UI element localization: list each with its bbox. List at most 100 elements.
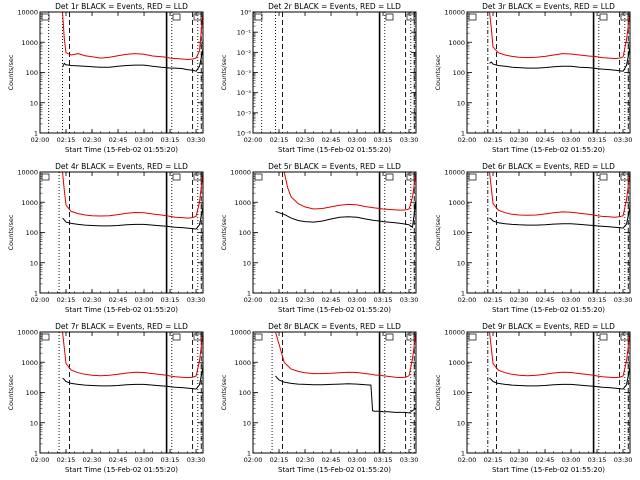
state-marker [599,13,608,21]
x-axis-label: Start Time (15-Feb-02 01:55:20) [492,466,605,474]
y-tick-label: 1000 [21,39,38,47]
state-marker [41,13,50,21]
y-tick-label: 10⁻⁴ [237,89,252,97]
panel-title: Det 3r BLACK = Events, RED = LLD [482,2,615,11]
y-tick-label: 10000 [444,9,465,17]
x-tick-label: 02:00 [244,456,263,464]
panel-title: Det 6r BLACK = Events, RED = LLD [482,162,615,171]
x-axis-label: Start Time (15-Feb-02 01:55:20) [492,146,605,154]
x-tick-label: 03:15 [374,456,393,464]
x-axis-label: Start Time (15-Feb-02 01:55:20) [278,146,391,154]
y-tick-label: 10 [30,99,38,107]
x-axis-label: Start Time (15-Feb-02 01:55:20) [278,306,391,314]
x-tick-label: 02:00 [31,136,50,144]
y-axis-label: Counts/sec [434,54,442,90]
y-tick-label: 10⁰ [240,9,251,17]
state-marker [385,333,394,341]
plot-frame [466,11,631,134]
panel-det-7: Det 7r BLACK = Events, RED = LLD Counts/s… [7,322,205,474]
x-tick-label: 02:30 [296,296,315,304]
y-tick-label: 100 [26,229,38,237]
x-tick-label: 03:00 [348,296,367,304]
x-tick-label: 02:15 [484,456,503,464]
y-axis-label: Counts/sec [7,214,15,250]
series-lld-line [62,172,203,219]
y-tick-label: 1000 [448,39,465,47]
state-marker [620,173,629,181]
y-tick-label: 1000 [234,199,251,207]
x-tick-label: 02:30 [296,136,315,144]
y-axis-label: Counts/sec [220,374,228,410]
y-tick-label: 100 [26,389,38,397]
x-axis-label: Start Time (15-Feb-02 01:55:20) [65,146,178,154]
state-marker [193,173,202,181]
plot-frame [252,11,417,134]
x-tick-label: 02:00 [31,296,50,304]
x-tick-label: 03:30 [614,136,633,144]
panel-title: Det 2r BLACK = Events, RED = LLD [268,2,401,11]
x-tick-label: 03:00 [135,456,154,464]
x-tick-label: 03:15 [588,296,607,304]
y-tick-label: 10⁻³ [237,69,252,77]
panel-det-3: Det 3r BLACK = Events, RED = LLD Counts/s… [434,2,632,154]
x-tick-label: 02:15 [484,296,503,304]
y-tick-label: 10000 [444,169,465,177]
series-lld-line [62,12,203,61]
y-tick-label: 100 [239,229,251,237]
x-tick-label: 03:15 [161,136,180,144]
plot-frame [252,331,417,454]
plot-frame [39,171,204,294]
plot-frame [466,331,631,454]
y-axis-label: Counts/sec [7,374,15,410]
panel-det-8: Det 8r BLACK = Events, RED = LLD Counts/s… [220,322,418,474]
y-tick-label: 10 [243,259,251,267]
y-axis-label: Counts/sec [220,54,228,90]
state-marker [41,333,50,341]
x-tick-label: 03:00 [348,136,367,144]
x-tick-label: 02:15 [270,296,289,304]
y-tick-label: 1 [461,290,465,298]
plot-frame [252,171,417,294]
state-marker [468,13,477,21]
x-tick-label: 02:15 [57,296,76,304]
x-tick-label: 02:15 [57,136,76,144]
x-tick-label: 02:30 [510,136,529,144]
x-tick-label: 03:15 [161,296,180,304]
y-tick-label: 10000 [17,329,38,337]
state-marker [172,13,181,21]
state-marker [254,13,263,21]
state-marker [172,333,181,341]
y-tick-label: 1000 [448,359,465,367]
panel-title: Det 9r BLACK = Events, RED = LLD [482,322,615,331]
x-tick-label: 02:15 [270,456,289,464]
x-tick-label: 03:15 [588,456,607,464]
panel-title: Det 8r BLACK = Events, RED = LLD [268,322,401,331]
panel-det-9: Det 9r BLACK = Events, RED = LLD Counts/s… [434,322,632,474]
state-marker [599,173,608,181]
series-lld-line [283,172,416,211]
panel-det-4: Det 4r BLACK = Events, RED = LLD Counts/s… [7,162,205,314]
x-tick-label: 03:00 [562,136,581,144]
state-marker [41,173,50,181]
y-tick-label: 100 [453,69,465,77]
series-events-line [62,48,203,72]
state-marker [599,333,608,341]
y-tick-label: 100 [239,389,251,397]
x-tick-label: 02:45 [109,296,128,304]
x-tick-label: 02:15 [484,136,503,144]
state-marker [468,333,477,341]
y-tick-label: 10⁻¹ [237,29,252,37]
x-tick-label: 02:00 [458,136,477,144]
plot-frame [466,171,631,294]
x-tick-label: 03:00 [348,456,367,464]
plot-frame [39,331,204,454]
y-tick-label: 10⁻² [237,49,252,57]
y-axis-label: Counts/sec [7,54,15,90]
x-tick-label: 02:00 [244,296,263,304]
panel-det-5: Det 5r BLACK = Events, RED = LLD Counts/s… [220,162,418,314]
y-tick-label: 1 [461,450,465,458]
panel-det-1: Det 1r BLACK = Events, RED = LLD Counts/s… [7,2,205,154]
state-marker [385,173,394,181]
x-tick-label: 03:30 [614,456,633,464]
series-lld-line [275,332,416,379]
